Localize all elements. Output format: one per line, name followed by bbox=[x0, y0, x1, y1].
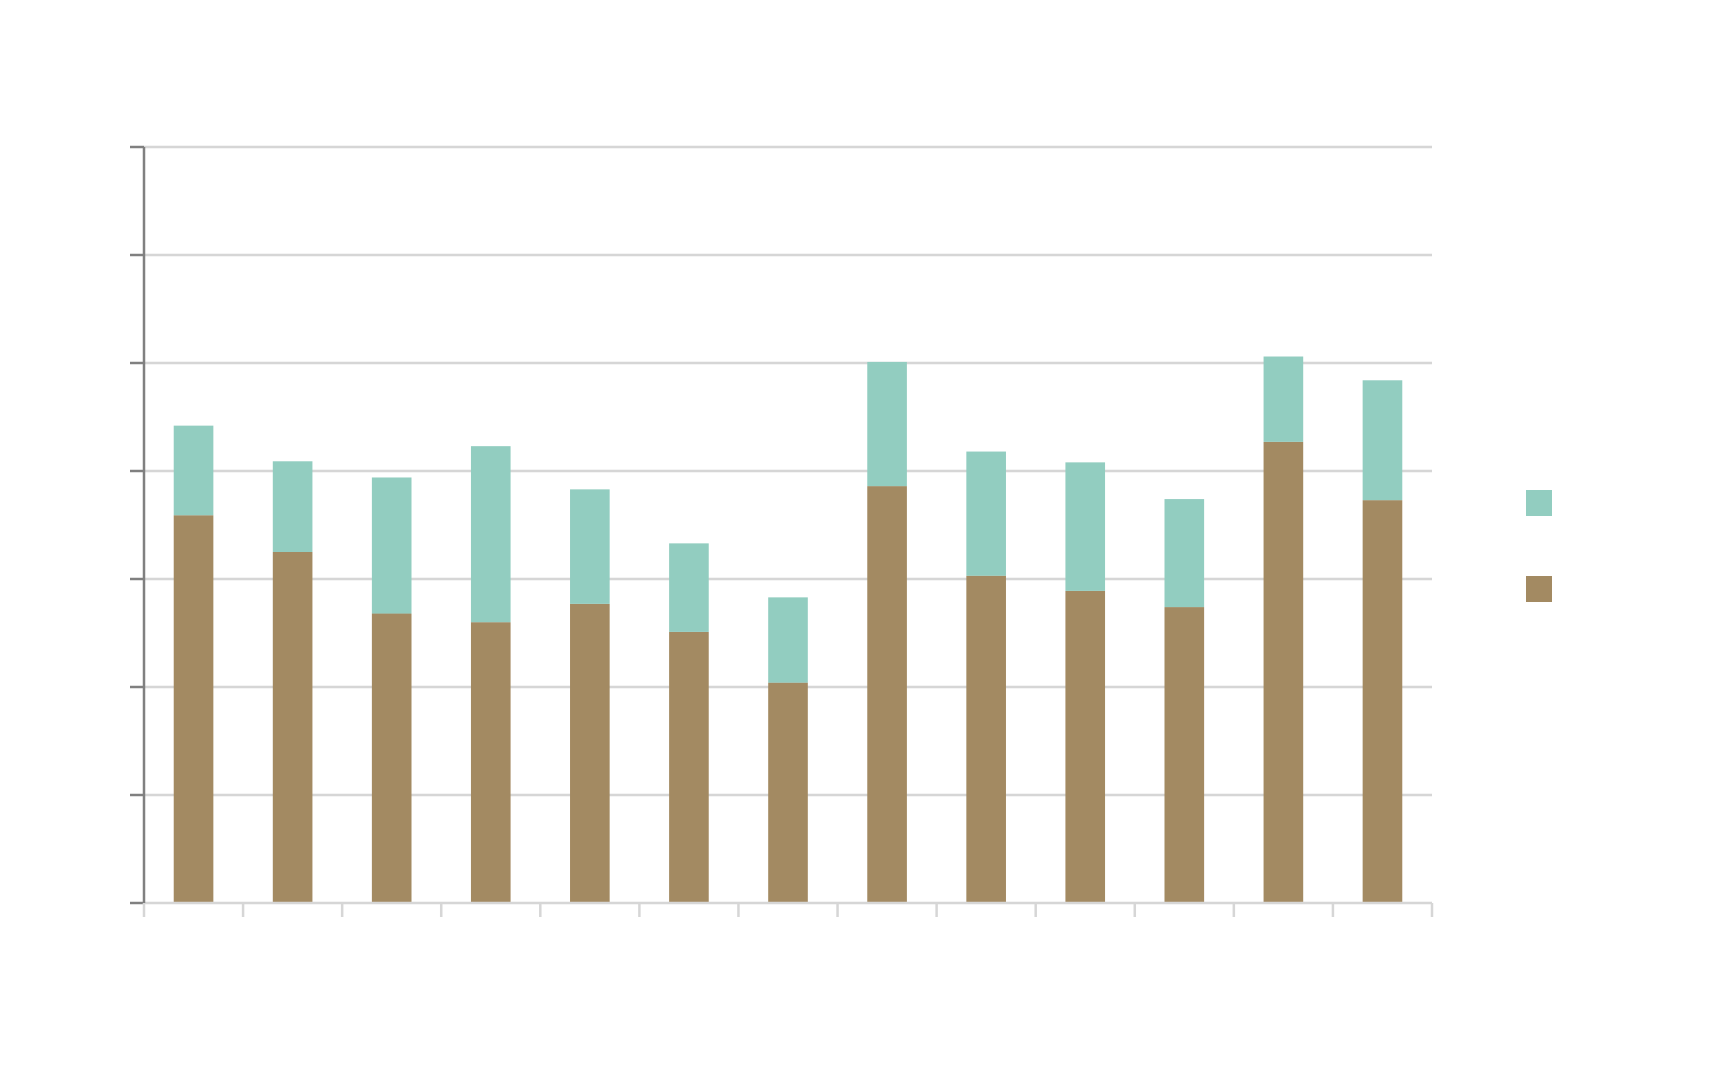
bar-segment-series-2 bbox=[570, 489, 610, 604]
bar-segment-series-1 bbox=[173, 515, 214, 903]
legend-swatch-series-2 bbox=[1526, 490, 1552, 516]
bar-segment-series-2 bbox=[173, 425, 214, 516]
bar-segment-series-1 bbox=[867, 486, 907, 903]
legend-swatch-series-1 bbox=[1526, 576, 1552, 602]
bar-segment-series-2 bbox=[669, 543, 709, 632]
bar-segment-series-1 bbox=[1263, 441, 1304, 903]
bar-segment-series-2 bbox=[768, 597, 808, 683]
bar-segment-series-2 bbox=[1164, 499, 1205, 608]
bar-segment-series-1 bbox=[371, 613, 412, 903]
bar-segment-series-1 bbox=[272, 552, 313, 903]
bars bbox=[173, 356, 1403, 903]
bar-segment-series-1 bbox=[570, 603, 610, 903]
bar-segment-series-2 bbox=[966, 451, 1006, 576]
bar-segment-series-1 bbox=[768, 682, 808, 903]
bar-segment-series-2 bbox=[272, 461, 313, 552]
bar-segment-series-2 bbox=[1362, 380, 1403, 501]
axes bbox=[130, 145, 1434, 917]
bar-segment-series-2 bbox=[470, 446, 511, 623]
bar-segment-series-1 bbox=[1164, 607, 1205, 903]
bar-segment-series-1 bbox=[669, 631, 709, 903]
bar-segment-series-1 bbox=[1065, 590, 1106, 903]
bar-segment-series-1 bbox=[1362, 500, 1403, 903]
bar-segment-series-2 bbox=[1263, 356, 1304, 442]
bar-segment-series-2 bbox=[1065, 462, 1106, 591]
legend bbox=[1526, 490, 1552, 602]
bar-segment-series-1 bbox=[470, 622, 511, 903]
bar-segment-series-1 bbox=[966, 575, 1006, 903]
bar-segment-series-2 bbox=[867, 361, 907, 487]
bar-segment-series-2 bbox=[371, 477, 412, 614]
gridlines bbox=[144, 145, 1432, 797]
